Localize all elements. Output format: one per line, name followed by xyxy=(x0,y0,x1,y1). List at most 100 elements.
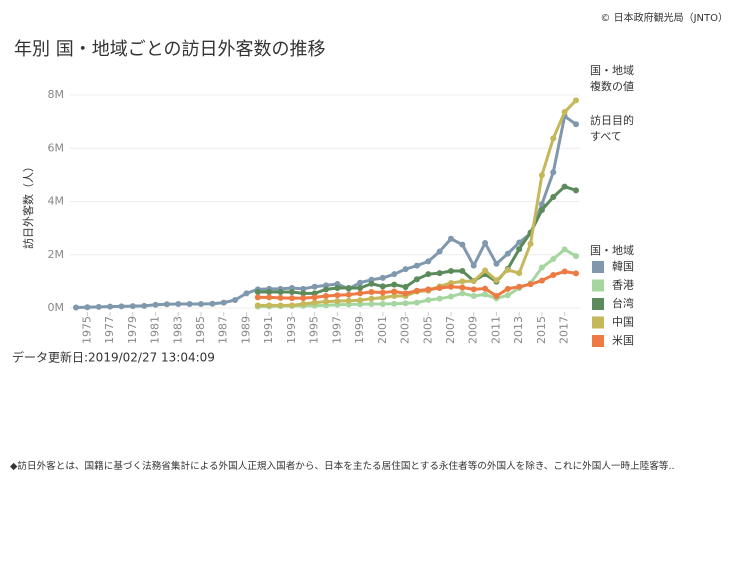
data-point xyxy=(288,302,295,309)
data-point xyxy=(470,262,477,269)
data-point xyxy=(504,292,511,299)
data-point xyxy=(425,286,432,293)
x-tick-label: 1983 xyxy=(171,316,184,344)
data-point xyxy=(561,246,568,253)
data-point xyxy=(413,299,420,306)
data-point xyxy=(300,290,307,297)
x-tick-label: 2005 xyxy=(421,316,434,344)
x-tick-label: 1981 xyxy=(149,316,162,344)
data-point xyxy=(220,299,227,306)
data-point xyxy=(436,270,443,277)
data-point xyxy=(152,301,159,308)
data-point xyxy=(538,264,545,271)
data-point xyxy=(175,301,182,308)
y-axis-label: 訪日外客数（人） xyxy=(21,161,35,249)
data-point xyxy=(482,291,489,298)
data-point xyxy=(550,169,557,176)
data-point xyxy=(209,300,216,307)
data-point xyxy=(232,297,239,304)
data-point xyxy=(516,246,523,253)
chart-title: 年別 国・地域ごとの訪日外客数の推移 xyxy=(14,39,326,60)
x-tick-label: 1999 xyxy=(353,316,366,344)
data-point xyxy=(300,285,307,292)
data-point xyxy=(436,295,443,302)
data-point xyxy=(561,109,568,116)
legend-swatch xyxy=(592,261,604,273)
legend-label: 台湾 xyxy=(612,296,634,310)
data-point xyxy=(413,287,420,294)
data-point xyxy=(459,241,466,248)
x-tick-label: 1993 xyxy=(285,316,298,344)
data-point xyxy=(448,267,454,274)
data-point xyxy=(379,283,386,290)
legend-label: 香港 xyxy=(612,279,634,292)
data-point xyxy=(95,303,102,310)
legend-swatch xyxy=(592,279,604,292)
note: ◆訪日外客とは、国籍に基づく法務省集計による外国人正規入国者から、日本を主たる居… xyxy=(10,460,675,472)
data-point xyxy=(448,293,454,300)
x-tick-label: 1975 xyxy=(80,316,93,344)
data-point xyxy=(391,300,398,307)
data-point xyxy=(277,302,284,309)
x-tick-label: 2017 xyxy=(558,316,571,344)
data-point xyxy=(448,235,454,242)
data-point xyxy=(448,283,454,290)
data-point xyxy=(266,294,273,301)
data-point xyxy=(379,294,386,301)
data-point xyxy=(482,240,489,247)
data-point xyxy=(107,303,114,310)
data-point xyxy=(163,301,170,308)
data-point xyxy=(254,289,261,296)
data-point xyxy=(413,276,420,283)
data-point xyxy=(573,97,579,104)
data-point xyxy=(334,285,341,292)
data-point xyxy=(345,291,352,298)
data-point xyxy=(573,270,579,277)
data-point xyxy=(254,302,261,309)
legend-label: 中国 xyxy=(612,316,634,329)
data-point xyxy=(538,207,545,214)
data-point xyxy=(334,298,341,305)
x-tick-label: 2007 xyxy=(444,316,457,344)
data-point xyxy=(573,253,579,260)
update-date: データ更新日:2019/02/27 13:04:09 xyxy=(12,350,215,365)
legend-title: 国・地域 xyxy=(590,244,634,257)
x-tick-label: 1977 xyxy=(103,316,116,344)
data-point xyxy=(504,250,511,257)
data-point xyxy=(538,201,545,208)
data-point xyxy=(425,271,432,278)
x-tick-label: 1987 xyxy=(217,316,230,344)
x-tick-label: 2003 xyxy=(399,316,412,344)
data-point xyxy=(243,290,250,297)
data-point xyxy=(300,295,307,302)
y-tick-label: 4M xyxy=(48,195,65,208)
data-point xyxy=(118,303,125,310)
data-point xyxy=(379,289,386,296)
data-point xyxy=(493,293,500,300)
data-point xyxy=(300,301,307,308)
data-point xyxy=(391,293,398,300)
data-point xyxy=(504,266,511,273)
data-point xyxy=(186,301,193,308)
data-point xyxy=(425,297,432,304)
x-tick-label: 1985 xyxy=(194,316,207,344)
series-line xyxy=(257,99,578,307)
filter-value: 複数の値 xyxy=(590,79,634,93)
legend-label: 韓国 xyxy=(612,260,634,273)
data-point xyxy=(254,294,261,301)
data-point xyxy=(266,289,273,296)
data-point xyxy=(368,295,375,302)
series-line xyxy=(75,114,577,309)
data-point xyxy=(368,280,375,287)
y-tick-label: 0M xyxy=(48,301,65,314)
data-point xyxy=(357,279,364,286)
data-point xyxy=(561,268,568,275)
filter-label: 訪日目的 xyxy=(590,113,634,127)
x-tick-label: 2001 xyxy=(376,316,389,344)
data-point xyxy=(550,256,557,263)
x-tick-label: 1989 xyxy=(239,316,252,344)
legend-label: 米国 xyxy=(612,334,634,347)
data-point xyxy=(459,267,466,274)
data-point xyxy=(402,290,409,297)
data-point xyxy=(368,301,375,308)
